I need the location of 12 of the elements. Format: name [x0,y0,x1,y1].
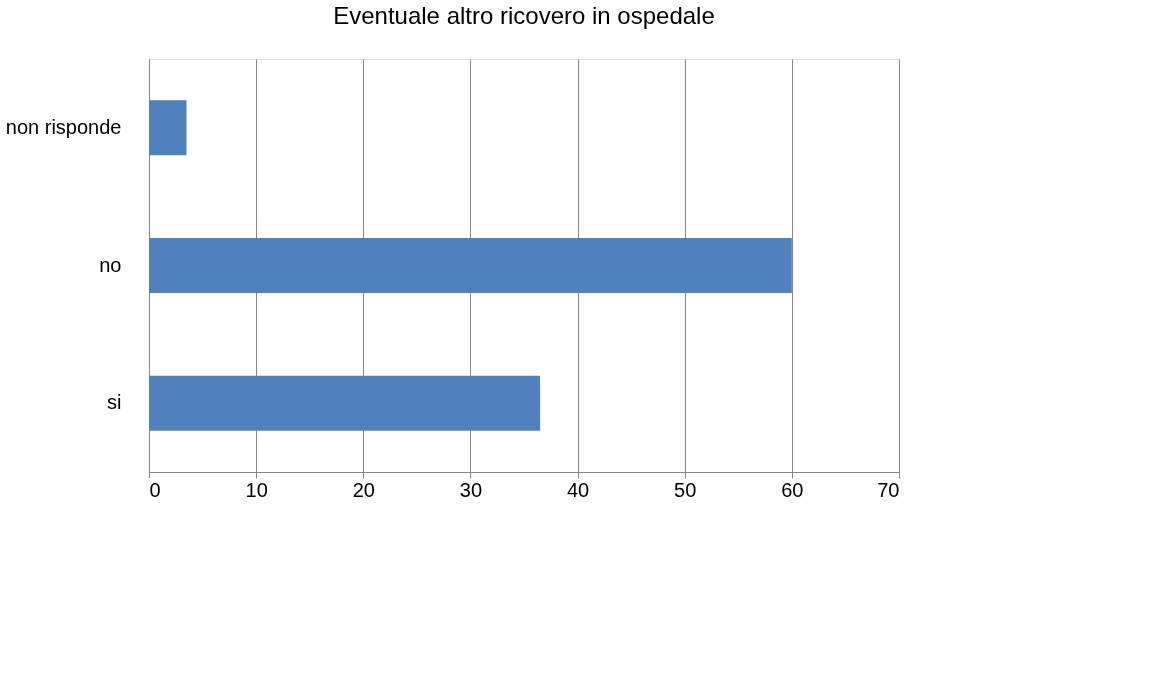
x-tick-label: 70 [877,478,900,501]
y-tick-label: no [99,253,122,276]
x-tick-label: 60 [781,478,804,501]
x-tick-label: 40 [566,478,590,501]
x-tick-label: 20 [352,478,375,501]
chart-title: Eventuale altro ricovero in ospedale [333,2,715,29]
x-tick-label: 10 [245,478,268,501]
y-tick-label: non risponde [5,115,122,138]
x-tick-label: 30 [459,478,483,501]
x-tick-label: 0 [149,478,161,501]
y-tick-label: si [107,391,122,414]
x-tick-label: 50 [674,478,697,501]
